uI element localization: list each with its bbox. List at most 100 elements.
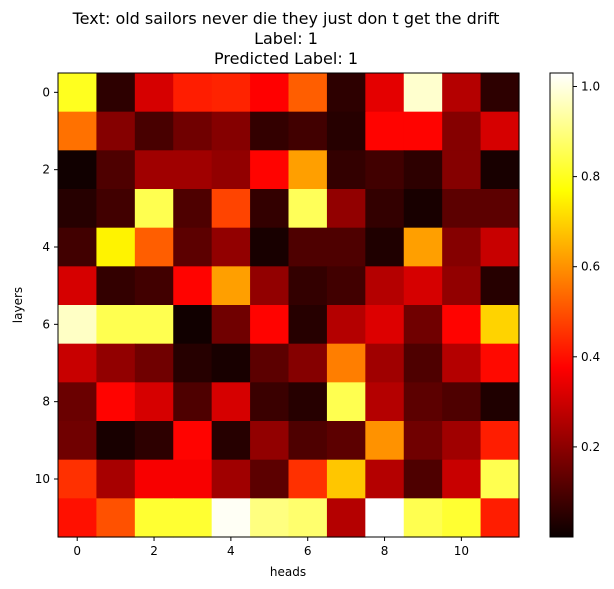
x-tick-label: 0 (73, 544, 81, 558)
heatmap-cell (173, 150, 213, 190)
heatmap-cell (96, 421, 136, 461)
heatmap-cell (365, 73, 405, 113)
heatmap-cell (211, 382, 251, 422)
heatmap-cell (211, 266, 251, 306)
x-axis-ticks: 0 2 4 6 8 10 (73, 537, 469, 558)
heatmap-cell (96, 189, 136, 229)
heatmap-cell (288, 459, 328, 499)
colorbar-tick-label: 0.6 (581, 260, 600, 274)
x-tick-label: 6 (304, 544, 312, 558)
heatmap-cell (326, 343, 366, 383)
heatmap-cell (58, 189, 98, 229)
heatmap-cell (58, 227, 98, 267)
colorbar-tick-label: 0.8 (581, 170, 600, 184)
heatmap-cell (288, 305, 328, 345)
heatmap-cell (134, 73, 174, 113)
heatmap-cell (288, 382, 328, 422)
heatmap-cell (250, 421, 290, 461)
heatmap-cell (134, 150, 174, 190)
heatmap-cell (134, 111, 174, 151)
heatmap-cell (442, 73, 482, 113)
heatmap-cell (134, 382, 174, 422)
heatmap-cell (58, 498, 98, 538)
heatmap-cell (96, 150, 136, 190)
heatmap-cell (250, 382, 290, 422)
heatmap-cell (326, 189, 366, 229)
heatmap-cell (173, 111, 213, 151)
heatmap-cell (403, 305, 443, 345)
heatmap-cell (442, 421, 482, 461)
heatmap-cell (250, 459, 290, 499)
y-tick-label: 2 (42, 163, 50, 177)
heatmap-cell (288, 150, 328, 190)
heatmap-cell (326, 459, 366, 499)
heatmap-cell (173, 266, 213, 306)
heatmap-cell (442, 498, 482, 538)
heatmap-cell (480, 459, 520, 499)
heatmap-cell (58, 382, 98, 422)
heatmap-cell (326, 150, 366, 190)
heatmap-cell (250, 266, 290, 306)
heatmap-cell (365, 189, 405, 229)
heatmap-cell (58, 305, 98, 345)
heatmap-cell (250, 150, 290, 190)
heatmap-cell (134, 227, 174, 267)
heatmap-cell (250, 498, 290, 538)
heatmap-cell (288, 227, 328, 267)
heatmap-cell (134, 189, 174, 229)
heatmap-cell (403, 266, 443, 306)
heatmap-cell (403, 421, 443, 461)
heatmap-cell (211, 73, 251, 113)
heatmap-cell (134, 305, 174, 345)
colorbar-ticks: 0.2 0.4 0.6 0.8 1.0 (573, 80, 600, 454)
heatmap-cell (134, 266, 174, 306)
heatmap-cell (365, 266, 405, 306)
heatmap-cell (134, 459, 174, 499)
heatmap-cell (96, 227, 136, 267)
heatmap-cell (365, 498, 405, 538)
heatmap-cell (96, 111, 136, 151)
heatmap-cell (480, 382, 520, 422)
heatmap-cell (365, 227, 405, 267)
chart-title-line-2: Label: 1 (254, 29, 318, 48)
heatmap-cell (58, 266, 98, 306)
heatmap-cell (211, 421, 251, 461)
colorbar (549, 72, 574, 538)
x-tick-label: 2 (150, 544, 158, 558)
heatmap-cell (96, 305, 136, 345)
heatmap-cell (480, 498, 520, 538)
heatmap-cell (442, 227, 482, 267)
heatmap-cell (288, 421, 328, 461)
heatmap-cell (403, 73, 443, 113)
heatmap-cells (58, 73, 520, 538)
y-tick-label: 6 (42, 317, 50, 331)
heatmap-cell (403, 111, 443, 151)
chart-title-line-1: Text: old sailors never die they just do… (72, 9, 500, 28)
heatmap-cell (480, 189, 520, 229)
heatmap-cell (134, 421, 174, 461)
heatmap-cell (326, 305, 366, 345)
x-tick-label: 4 (227, 544, 235, 558)
heatmap-cell (442, 305, 482, 345)
plot-frame (57, 72, 520, 538)
chart-title-line-3: Predicted Label: 1 (214, 49, 358, 68)
heatmap-cell (480, 305, 520, 345)
heatmap-cell (58, 459, 98, 499)
heatmap-cell (173, 343, 213, 383)
heatmap-cell (58, 421, 98, 461)
heatmap-cell (173, 498, 213, 538)
heatmap-cell (365, 343, 405, 383)
heatmap-cell (250, 73, 290, 113)
heatmap-cell (288, 266, 328, 306)
heatmap-cell (365, 111, 405, 151)
heatmap-cell (173, 189, 213, 229)
heatmap-cell (288, 189, 328, 229)
heatmap-cell (173, 305, 213, 345)
heatmap-cell (326, 111, 366, 151)
heatmap-cell (326, 266, 366, 306)
heatmap-cell (96, 343, 136, 383)
heatmap-cell (442, 382, 482, 422)
heatmap-cell (58, 111, 98, 151)
heatmap-cell (211, 343, 251, 383)
